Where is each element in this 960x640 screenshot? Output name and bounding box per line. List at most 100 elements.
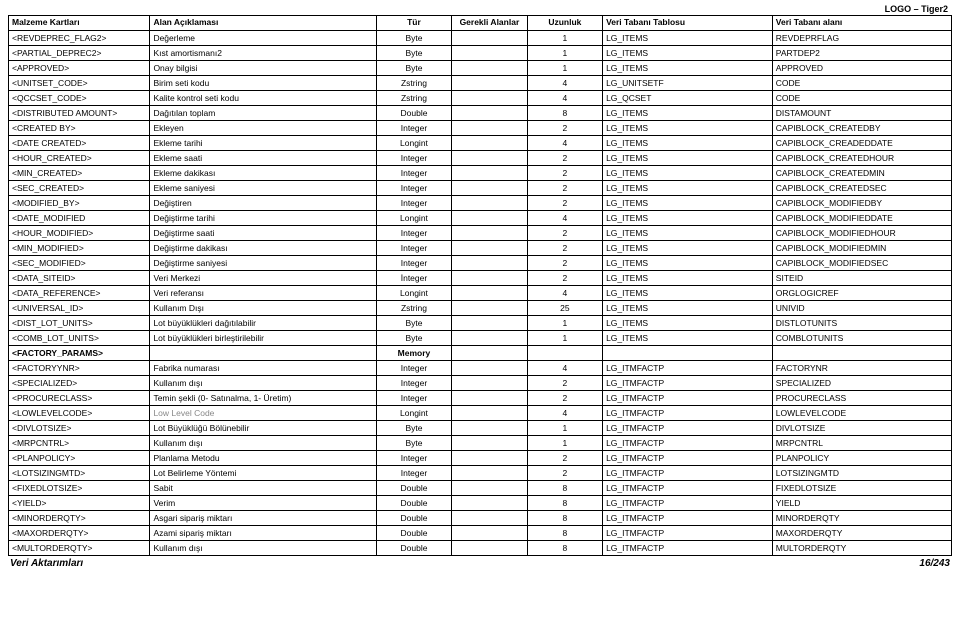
cell [452,511,527,526]
cell [452,61,527,76]
cell [452,346,527,361]
cell: SPECIALIZED [772,376,951,391]
cell: <PROCURECLASS> [9,391,150,406]
cell: <FIXEDLOTSIZE> [9,481,150,496]
cell: 1 [527,46,602,61]
cell: <MINORDERQTY> [9,511,150,526]
cell: Low Level Code [150,406,376,421]
cell: Integer [376,361,451,376]
cell [452,526,527,541]
cell: Double [376,496,451,511]
cell: CAPIBLOCK_CREADEDDATE [772,136,951,151]
cell: PROCURECLASS [772,391,951,406]
cell: Byte [376,46,451,61]
cell: <LOWLEVELCODE> [9,406,150,421]
cell: <DIVLOTSIZE> [9,421,150,436]
cell: MINORDERQTY [772,511,951,526]
cell [772,346,951,361]
cell: DISTLOTUNITS [772,316,951,331]
cell: Kullanım Dışı [150,301,376,316]
cell: <UNIVERSAL_ID> [9,301,150,316]
cell: Integer [376,166,451,181]
cell: <PLANPOLICY> [9,451,150,466]
cell [452,46,527,61]
cell: Lot Büyüklüğü Bölünebilir [150,421,376,436]
cell: LG_ITEMS [603,136,773,151]
cell: Integer [376,451,451,466]
cell: Integer [376,196,451,211]
cell: LG_ITEMS [603,316,773,331]
cell: Integer [376,376,451,391]
data-table: Malzeme Kartları Alan Açıklaması Tür Ger… [8,15,952,556]
cell: PLANPOLICY [772,451,951,466]
cell: Değiştirme tarihi [150,211,376,226]
cell: 25 [527,301,602,316]
cell [452,136,527,151]
cell: LG_ITMFACTP [603,451,773,466]
cell [452,316,527,331]
cell: LG_ITEMS [603,331,773,346]
cell: Zstring [376,76,451,91]
cell: CODE [772,76,951,91]
table-row: <YIELD>VerimDouble8LG_ITMFACTPYIELD [9,496,952,511]
cell: 2 [527,166,602,181]
cell [452,541,527,556]
cell: CAPIBLOCK_CREATEDHOUR [772,151,951,166]
cell: <MRPCNTRL> [9,436,150,451]
cell: CODE [772,91,951,106]
cell: Memory [376,346,451,361]
table-row: <DATE_MODIFIEDDeğiştirme tarihiLongint4L… [9,211,952,226]
cell: LG_UNITSETF [603,76,773,91]
cell [452,196,527,211]
cell: LG_ITEMS [603,46,773,61]
table-row: <MIN_MODIFIED>Değiştirme dakikasıInteger… [9,241,952,256]
cell: CAPIBLOCK_MODIFIEDSEC [772,256,951,271]
cell: Sabit [150,481,376,496]
cell: Byte [376,436,451,451]
cell: REVDEPRFLAG [772,31,951,46]
cell: 2 [527,466,602,481]
col-tablo: Veri Tabanı Tablosu [603,16,773,31]
table-row: <DIST_LOT_UNITS>Lot büyüklükleri dağıtıl… [9,316,952,331]
cell: Integer [376,241,451,256]
table-row: <QCCSET_CODE>Kalite kontrol seti koduZst… [9,91,952,106]
cell [452,76,527,91]
cell [452,211,527,226]
cell: LG_ITMFACTP [603,481,773,496]
cell: Veri Merkezi [150,271,376,286]
footer: Veri Aktarımları 16/243 [8,558,952,569]
cell: Double [376,511,451,526]
cell: LG_ITMFACTP [603,436,773,451]
cell: 1 [527,421,602,436]
cell: <FACTORY_PARAMS> [9,346,150,361]
cell: LOTSIZINGMTD [772,466,951,481]
cell: Lot büyüklükleri dağıtılabilir [150,316,376,331]
table-row: <HOUR_CREATED>Ekleme saatiInteger2LG_ITE… [9,151,952,166]
cell: Byte [376,61,451,76]
cell: CAPIBLOCK_CREATEDSEC [772,181,951,196]
cell: Kıst amortismanı2 [150,46,376,61]
cell: <UNITSET_CODE> [9,76,150,91]
table-row: <LOTSIZINGMTD>Lot Belirleme YöntemiInteg… [9,466,952,481]
cell [452,436,527,451]
cell: LG_ITMFACTP [603,496,773,511]
cell: PARTDEP2 [772,46,951,61]
cell [603,346,773,361]
cell: <MODIFIED_BY> [9,196,150,211]
cell: <MULTORDERQTY> [9,541,150,556]
cell: CAPIBLOCK_MODIFIEDHOUR [772,226,951,241]
cell: Kullanım dışı [150,376,376,391]
cell: 2 [527,121,602,136]
table-row: <UNIVERSAL_ID>Kullanım DışıZstring25LG_I… [9,301,952,316]
cell: Kullanım dışı [150,436,376,451]
cell: <HOUR_MODIFIED> [9,226,150,241]
cell: Longint [376,406,451,421]
cell: Integer [376,391,451,406]
cell: Ekleme saniyesi [150,181,376,196]
cell: ORGLOGICREF [772,286,951,301]
cell: CAPIBLOCK_CREATEDBY [772,121,951,136]
cell: Longint [376,211,451,226]
cell: 2 [527,226,602,241]
cell: 1 [527,436,602,451]
cell: Byte [376,31,451,46]
